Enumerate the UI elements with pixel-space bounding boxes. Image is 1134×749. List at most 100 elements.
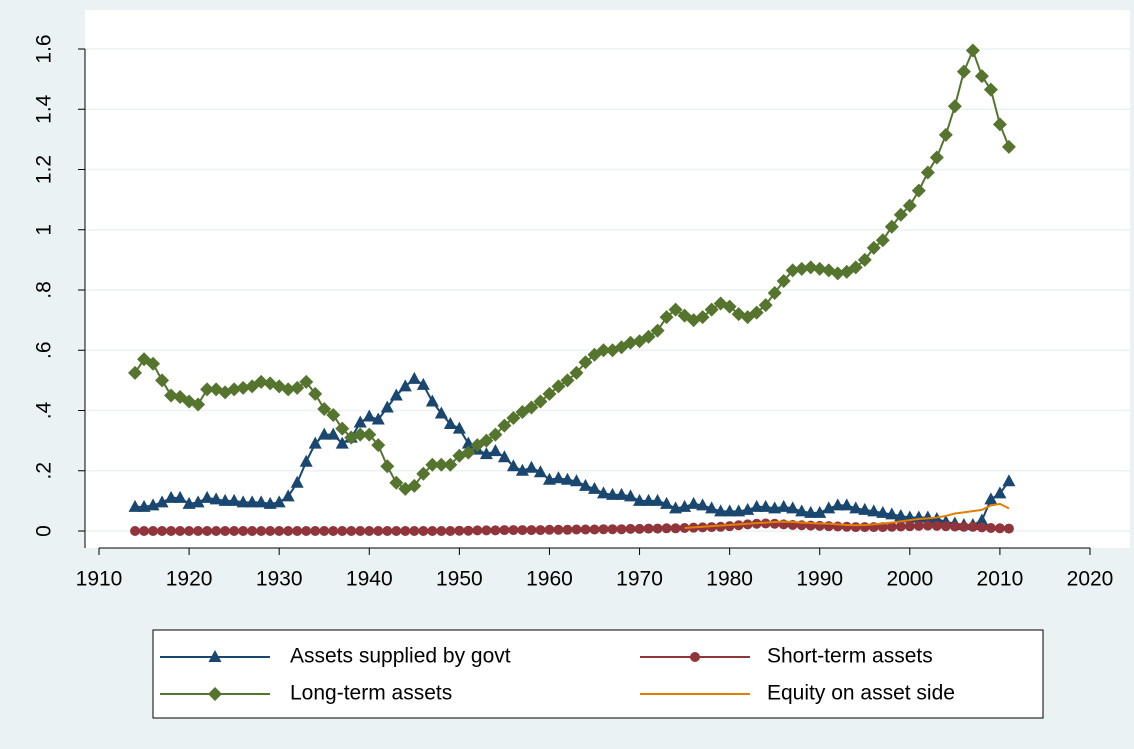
marker: [371, 438, 386, 453]
marker: [202, 526, 213, 536]
marker: [416, 466, 431, 481]
marker: [606, 487, 620, 500]
marker: [193, 526, 204, 536]
marker: [335, 421, 350, 436]
marker: [182, 496, 196, 509]
marker: [687, 496, 701, 509]
marker: [416, 377, 430, 390]
marker: [983, 82, 998, 97]
marker: [641, 329, 656, 344]
marker: [785, 263, 800, 278]
marker: [705, 501, 719, 514]
marker: [965, 43, 980, 58]
marker: [947, 99, 962, 114]
marker: [137, 499, 151, 512]
marker: [443, 417, 457, 430]
marker: [497, 418, 512, 433]
marker: [690, 652, 700, 662]
marker: [208, 687, 222, 701]
marker: [867, 504, 881, 517]
marker: [418, 526, 429, 536]
x-tick-label: 1910: [76, 568, 123, 591]
marker: [777, 499, 791, 512]
marker: [362, 427, 377, 442]
marker: [993, 486, 1007, 499]
marker: [560, 373, 575, 388]
marker: [526, 525, 537, 536]
marker: [759, 499, 773, 512]
marker: [714, 504, 728, 517]
marker: [560, 472, 574, 485]
marker: [317, 427, 331, 440]
marker: [578, 478, 592, 491]
marker: [652, 523, 663, 534]
marker: [434, 457, 449, 472]
marker: [328, 526, 339, 536]
marker: [812, 261, 827, 276]
marker: [723, 504, 737, 517]
marker: [434, 406, 448, 419]
marker: [506, 459, 520, 472]
marker: [696, 498, 710, 511]
marker: [848, 260, 863, 275]
marker: [767, 286, 782, 301]
marker: [517, 525, 528, 536]
x-tick-label: 1950: [436, 568, 483, 591]
marker: [281, 489, 295, 502]
marker: [625, 523, 636, 534]
marker: [301, 526, 312, 536]
marker: [209, 492, 223, 505]
marker: [389, 388, 403, 401]
marker: [571, 524, 582, 535]
marker: [533, 465, 547, 478]
marker: [866, 240, 881, 255]
marker: [875, 233, 890, 248]
marker: [634, 523, 645, 534]
y-tick-label: .2: [33, 462, 56, 480]
y-tick-label: 1.6: [33, 34, 56, 63]
marker: [967, 521, 978, 532]
marker: [659, 310, 674, 325]
marker: [1001, 139, 1016, 154]
marker: [479, 433, 494, 448]
marker: [668, 302, 683, 317]
marker: [1003, 523, 1014, 534]
marker: [670, 523, 681, 534]
marker: [391, 526, 402, 536]
marker: [724, 521, 735, 532]
marker: [436, 526, 447, 536]
marker: [884, 219, 899, 234]
marker: [841, 521, 852, 532]
marker: [238, 526, 249, 536]
marker: [551, 471, 565, 484]
marker: [346, 526, 357, 536]
marker: [166, 526, 177, 536]
marker: [895, 521, 906, 532]
marker: [407, 478, 422, 493]
marker: [822, 501, 836, 514]
x-tick-label: 1980: [706, 568, 753, 591]
marker: [758, 298, 773, 313]
marker: [535, 525, 546, 536]
x-tick-label: 1940: [346, 568, 393, 591]
marker: [976, 522, 987, 533]
x-tick-label: 2000: [886, 568, 933, 591]
marker: [355, 526, 366, 536]
marker: [596, 343, 611, 358]
marker: [956, 64, 971, 79]
marker: [445, 526, 456, 536]
y-tick-label: 0: [33, 525, 56, 537]
marker: [247, 526, 258, 536]
marker: [292, 526, 303, 536]
marker: [155, 373, 170, 388]
marker: [651, 493, 665, 506]
marker: [661, 523, 672, 534]
y-tick-label: 1.4: [33, 94, 56, 124]
x-tick-label: 1920: [166, 568, 213, 591]
marker: [443, 457, 458, 472]
marker: [208, 650, 222, 662]
y-tick-label: .8: [33, 281, 56, 299]
grid: [85, 48, 1130, 532]
